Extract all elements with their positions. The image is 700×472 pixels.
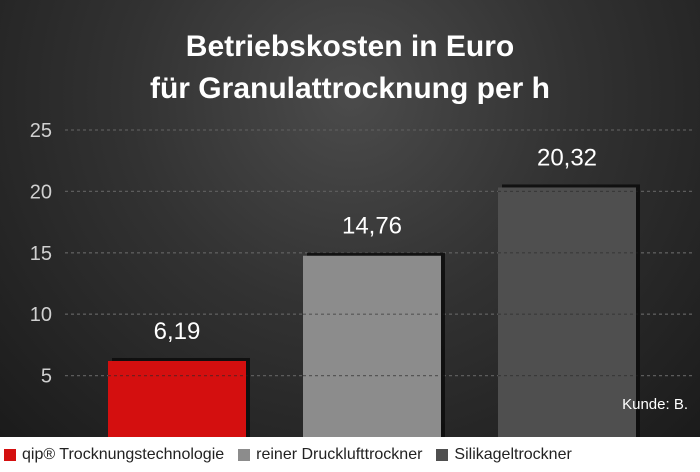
chart-title-line-2: für Granulattrocknung per h [149, 72, 551, 105]
chart-title: Betriebskosten in Euro für Granulattrock… [0, 26, 700, 110]
legend-swatch-druckluft [238, 448, 251, 461]
data-label-druckluft: 14,76 [342, 213, 402, 240]
legend-swatch-silikagel [436, 448, 449, 461]
chart-title-line-1: Betriebskosten in Euro [185, 30, 515, 63]
legend-label-qip: qip® Trocknungstechnologie [22, 445, 225, 463]
chart-legend: qip® Trocknungstechnologie reiner Druckl… [0, 437, 700, 472]
bar-qip [108, 360, 246, 437]
y-tick-label-25: 25 [30, 120, 52, 142]
data-label-qip: 6,19 [154, 318, 201, 345]
legend-item-druckluft: reiner Drucklufttrockner [238, 446, 422, 464]
legend-item-silikagel: Silikageltrockner [436, 445, 572, 464]
legend-item-qip: qip® Trocknungstechnologie [4, 446, 224, 464]
data-label-silikagel: 20,32 [537, 144, 597, 171]
y-tick-label-5: 5 [41, 366, 52, 388]
chart-panel: Betriebskosten in Euro für Granulattrock… [0, 0, 700, 437]
legend-label-druckluft: reiner Drucklufttrockner [256, 445, 423, 463]
legend-swatch-qip [4, 448, 16, 461]
footnote-customer: Kunde: B. [622, 396, 688, 413]
bar-chart-plot: 5 10 15 20 25 6,19 14,76 20,32 [30, 120, 692, 437]
y-tick-label-20: 20 [30, 181, 52, 203]
legend-label-silikagel: Silikageltrockner [454, 445, 572, 463]
y-tick-label-10: 10 [30, 304, 52, 326]
bar-druckluft [303, 255, 441, 437]
y-tick-label-15: 15 [30, 243, 52, 265]
bar-silikagel [498, 187, 636, 437]
